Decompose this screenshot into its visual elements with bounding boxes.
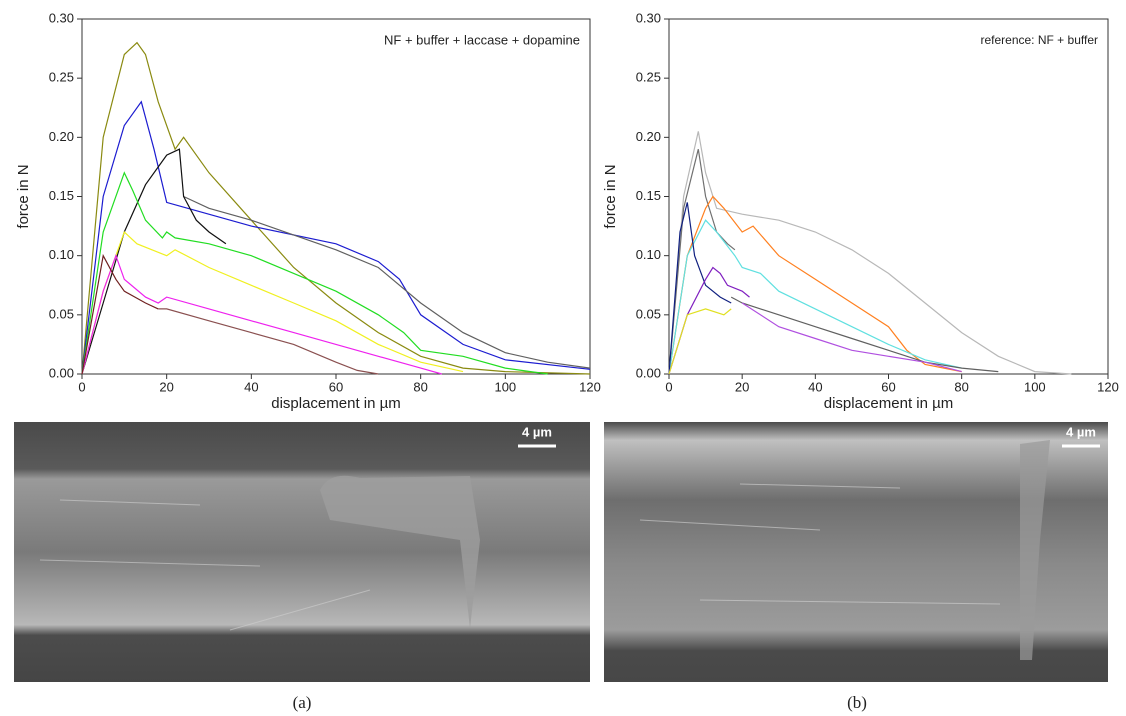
sem-image-b bbox=[604, 422, 1108, 682]
y-tick-label: 0.25 bbox=[49, 70, 74, 85]
sem-image-a bbox=[14, 422, 590, 682]
x-tick-label: 20 bbox=[159, 379, 173, 394]
data-line bbox=[81, 253, 159, 375]
y-tick-label: 0.30 bbox=[49, 10, 74, 25]
data-line bbox=[668, 195, 962, 375]
y-tick-label: 0.10 bbox=[49, 247, 74, 262]
data-line bbox=[668, 149, 736, 375]
data-line bbox=[81, 100, 591, 375]
x-axis-label: displacement in µm bbox=[824, 395, 954, 412]
annotation: NF + buffer + laccase + dopamine bbox=[384, 32, 580, 47]
x-tick-label: 20 bbox=[735, 379, 749, 394]
y-tick-label: 0.05 bbox=[636, 306, 661, 321]
plot-frame bbox=[668, 18, 1109, 375]
data-line bbox=[668, 219, 962, 375]
x-tick-label: 120 bbox=[1097, 379, 1119, 394]
data-line bbox=[741, 302, 962, 373]
data-line bbox=[81, 230, 464, 375]
data-line bbox=[668, 308, 732, 375]
data-line bbox=[81, 253, 442, 375]
y-tick-label: 0.25 bbox=[636, 70, 661, 85]
data-line bbox=[668, 266, 750, 375]
scale-bar-label: 4 µm bbox=[522, 424, 552, 439]
y-tick-label: 0.20 bbox=[49, 129, 74, 144]
data-line bbox=[81, 41, 591, 375]
y-tick-label: 0.00 bbox=[49, 365, 74, 380]
data-line bbox=[183, 195, 591, 369]
x-tick-label: 0 bbox=[665, 379, 672, 394]
x-tick-label: 40 bbox=[808, 379, 822, 394]
y-tick-label: 0.05 bbox=[49, 306, 74, 321]
y-tick-label: 0.30 bbox=[636, 10, 661, 25]
data-line bbox=[668, 202, 732, 375]
data-line bbox=[81, 148, 227, 375]
data-line bbox=[730, 296, 999, 373]
panel-label: (a) bbox=[293, 693, 312, 712]
x-tick-label: 80 bbox=[954, 379, 968, 394]
panel-label: (b) bbox=[847, 693, 867, 712]
x-axis-label: displacement in µm bbox=[271, 395, 401, 412]
y-tick-label: 0.15 bbox=[49, 188, 74, 203]
annotation: reference: NF + buffer bbox=[980, 33, 1098, 47]
x-tick-label: 80 bbox=[413, 379, 427, 394]
x-tick-label: 100 bbox=[1024, 379, 1046, 394]
y-tick-label: 0.10 bbox=[636, 247, 661, 262]
scale-bar-label: 4 µm bbox=[1066, 424, 1096, 439]
x-tick-label: 0 bbox=[78, 379, 85, 394]
data-line bbox=[668, 131, 1072, 375]
y-tick-label: 0.00 bbox=[636, 365, 661, 380]
y-axis-label: force in N bbox=[602, 164, 619, 228]
y-tick-label: 0.15 bbox=[636, 188, 661, 203]
x-tick-label: 60 bbox=[881, 379, 895, 394]
y-tick-label: 0.20 bbox=[636, 129, 661, 144]
data-line bbox=[81, 171, 548, 375]
y-axis-label: force in N bbox=[15, 164, 32, 228]
x-tick-label: 100 bbox=[494, 379, 516, 394]
x-tick-label: 40 bbox=[244, 379, 258, 394]
data-line bbox=[158, 308, 379, 375]
x-tick-label: 60 bbox=[329, 379, 343, 394]
x-tick-label: 120 bbox=[579, 379, 601, 394]
